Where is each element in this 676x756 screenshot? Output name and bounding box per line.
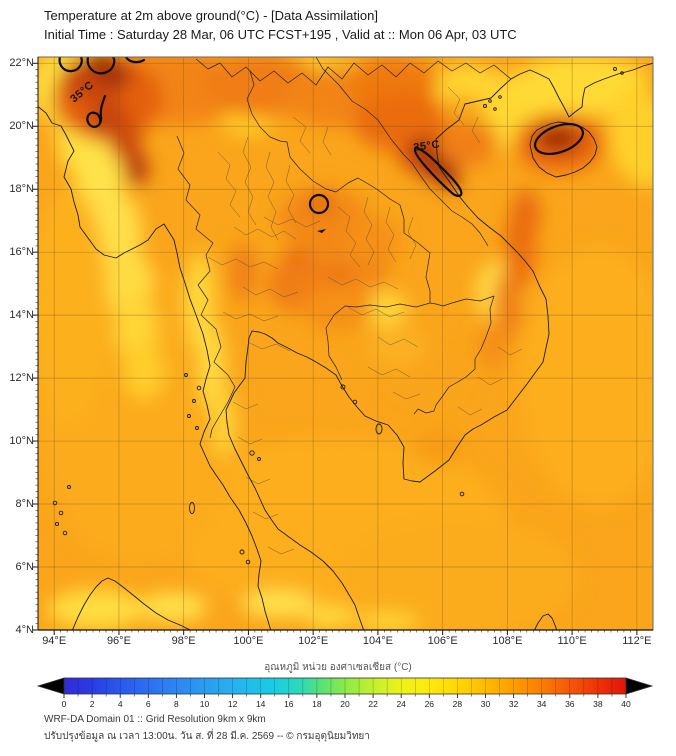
annotation-arrow-marker: [317, 229, 326, 233]
colorbar-tick-label: 12: [228, 699, 238, 709]
colorbar-left-arrow: [36, 677, 65, 695]
lat-tick-label: 8°N: [15, 498, 34, 511]
colorbar-tick-label: 10: [200, 699, 210, 709]
contour-label-vietnam: 35°C: [413, 138, 441, 154]
footer-update-info: ปรับปรุงข้อมูล ณ เวลา 13:00น. วัน ส. ที่…: [44, 731, 370, 742]
lat-tick-label: 4°N: [15, 623, 34, 636]
lon-tick-label: 110°E: [557, 635, 587, 647]
colorbar-tick-label: 28: [453, 699, 463, 709]
colorbar-tick-label: 20: [340, 699, 350, 709]
colorbar-tick-label: 2: [90, 699, 95, 709]
lon-tick-label: 106°E: [427, 635, 458, 647]
graticule-gridlines: [38, 57, 653, 630]
colorbar: 0 2 4 6 8 10 12 14 16 18 20 22 24 26 28 30 32 34 36 38 40: [36, 677, 654, 709]
lon-tick-label: 96°E: [106, 635, 131, 647]
country-borders: [176, 57, 512, 439]
colorbar-tick-label: 18: [312, 699, 322, 709]
colorbar-tick-label: 38: [593, 699, 603, 709]
colorbar-tick-label: 4: [118, 699, 123, 709]
temperature-field: [38, 57, 653, 630]
lat-tick-label: 14°N: [9, 309, 34, 322]
lon-tick-label: 102°E: [298, 635, 329, 647]
coastlines: [38, 62, 653, 630]
page-title: Temperature at 2m above ground(°C) - [Da…: [44, 8, 378, 23]
footer-domain-info: WRF-DA Domain 01 :: Grid Resolution 9km …: [44, 714, 266, 725]
temperature-map: 35°C 35°C: [33, 56, 654, 635]
lon-tick-label: 94°E: [42, 635, 67, 647]
lat-tick-label: 10°N: [9, 435, 34, 448]
lon-tick-label: 108°E: [492, 635, 523, 647]
colorbar-tick-label: 36: [565, 699, 575, 709]
colorbar-tick-label: 34: [537, 699, 547, 709]
temperature-contours-35c: [58, 57, 585, 215]
lon-tick-label: 112°E: [622, 635, 652, 647]
colorbar-tick-label: 22: [368, 699, 378, 709]
colorbar-tick-label: 6: [146, 699, 151, 709]
colorbar-tick-label: 30: [481, 699, 491, 709]
province-boundaries: [207, 86, 523, 555]
lat-tick-label: 18°N: [9, 183, 34, 196]
lon-tick-label: 98°E: [171, 635, 196, 647]
lat-tick-label: 12°N: [9, 372, 34, 385]
lat-tick-label: 6°N: [15, 560, 34, 573]
lat-tick-label: 22°N: [9, 57, 34, 70]
colorbar-right-arrow: [625, 677, 654, 695]
colorbar-tick-label: 32: [509, 699, 519, 709]
colorbar-tick-label: 40: [621, 699, 631, 709]
colorbar-tick-label: 8: [174, 699, 179, 709]
lat-tick-label: 16°N: [9, 246, 34, 259]
lon-tick-label: 100°E: [233, 635, 264, 647]
lat-tick-label: 20°N: [9, 120, 34, 133]
colorbar-tick-label: 24: [396, 699, 406, 709]
lon-tick-label: 104°E: [362, 635, 393, 647]
map-plot-area: 35°C 35°C: [33, 56, 654, 635]
colorbar-tick-label: 0: [62, 699, 67, 709]
colorbar-gradient: [64, 678, 626, 694]
colorbar-title: อุณหภูมิ หน่วย องศาเซลเซียส (°C): [264, 662, 412, 673]
colorbar-tick-label: 14: [256, 699, 266, 709]
colorbar-tick-label: 16: [284, 699, 294, 709]
colorbar-tick-label: 26: [425, 699, 435, 709]
page-subtitle: Initial Time : Saturday 28 Mar, 06 UTC F…: [44, 27, 517, 42]
